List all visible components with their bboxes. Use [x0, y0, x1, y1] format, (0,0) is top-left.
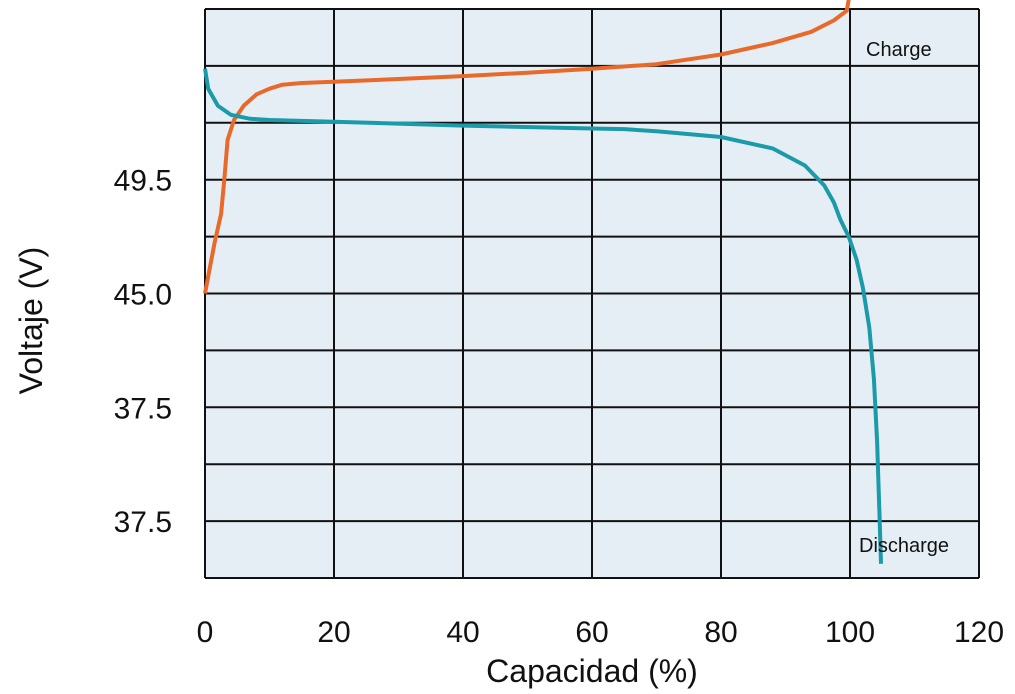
y-tick-label: 49.5 [114, 165, 172, 198]
series-label-discharge: Discharge [859, 535, 949, 557]
series-line-discharge [203, 68, 883, 564]
grid [204, 8, 980, 579]
y-tick-label: 37.5 [114, 506, 172, 539]
y-tick-label: 37.5 [114, 392, 172, 425]
x-tick-label: 60 [575, 616, 608, 649]
y-axis-title: Voltaje (V) [13, 247, 49, 395]
series-labels: Charge Discharge [859, 39, 949, 557]
x-tick-label: 40 [446, 616, 479, 649]
tick-labels: 0 20 40 60 80 100 120 49.5 45.0 37.5 37.5 [114, 165, 1004, 649]
x-tick-label: 0 [197, 616, 214, 649]
series-group [203, 0, 883, 564]
x-tick-label: 80 [704, 616, 737, 649]
x-tick-label: 20 [317, 616, 350, 649]
y-tick-label: 45.0 [114, 279, 172, 312]
series-line-charge [203, 0, 851, 294]
x-tick-label: 100 [825, 616, 875, 649]
x-tick-label: 120 [954, 616, 1004, 649]
series-label-charge: Charge [866, 39, 932, 61]
x-axis-title: Capacidad (%) [486, 653, 698, 689]
